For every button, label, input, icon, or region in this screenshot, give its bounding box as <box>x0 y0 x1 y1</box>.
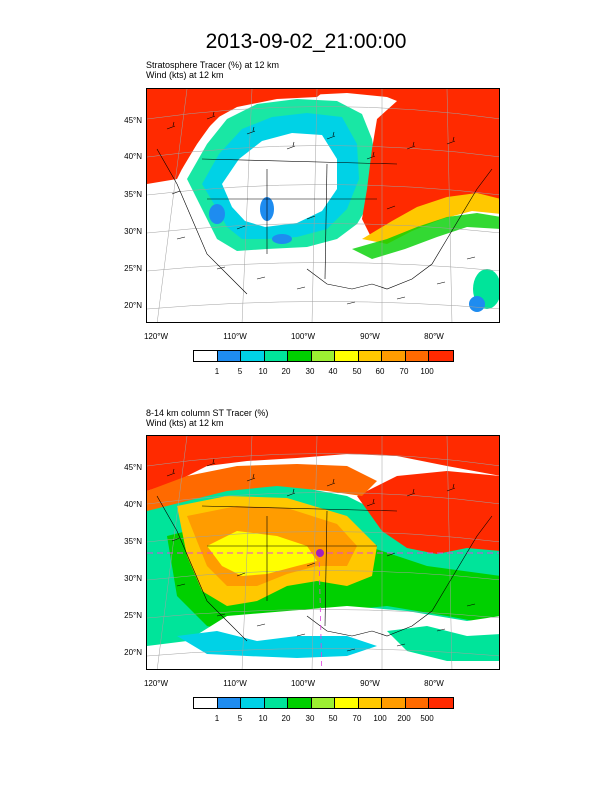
lat-label-45: 45°N <box>124 463 142 472</box>
cbar2-tick: 50 <box>328 714 338 723</box>
lon-label-100: 100°W <box>290 679 316 688</box>
cbar1-tick: 70 <box>399 367 409 376</box>
lat-label-30: 30°N <box>124 574 142 583</box>
lon-label-80: 80°W <box>424 679 444 688</box>
lon-label-120: 120°W <box>143 679 169 688</box>
cbar1-tick: 1 <box>214 367 220 376</box>
cbar1-tick: 100 <box>420 367 434 376</box>
lat-label-35: 35°N <box>124 190 142 199</box>
lon-label-110: 110°W <box>223 679 247 688</box>
panel2-variable-label: 8-14 km column ST Tracer (%) <box>146 408 269 418</box>
cbar2-tick: 1 <box>214 714 220 723</box>
lat-label-35: 35°N <box>124 537 142 546</box>
cbar2-tick: 30 <box>305 714 315 723</box>
panel2-wind-label: Wind (kts) at 12 km <box>146 418 224 428</box>
cbar2-tick: 5 <box>237 714 243 723</box>
lat-label-20: 20°N <box>124 648 142 657</box>
lon-label-120: 120°W <box>143 332 169 341</box>
cbar2-tick: 500 <box>420 714 434 723</box>
cbar2-tick: 20 <box>281 714 291 723</box>
cbar1-tick: 30 <box>305 367 315 376</box>
cbar2-tick: 200 <box>397 714 411 723</box>
column-st-tracer-map <box>146 435 500 670</box>
lon-label-80: 80°W <box>424 332 444 341</box>
cbar1-tick: 10 <box>258 367 268 376</box>
lat-label-20: 20°N <box>124 301 142 310</box>
panel1-wind-label: Wind (kts) at 12 km <box>146 70 224 80</box>
map-title: 2013-09-02_21:00:00 <box>205 30 407 53</box>
panel1-variable-label: Stratosphere Tracer (%) at 12 km <box>146 60 280 70</box>
cbar1-tick: 50 <box>352 367 362 376</box>
stratosphere-tracer-map <box>146 88 500 323</box>
column-st-tracer-field <box>147 436 499 669</box>
cbar1-tick: 5 <box>237 367 243 376</box>
lon-label-90: 90°W <box>360 679 380 688</box>
cbar2-tick: 10 <box>258 714 268 723</box>
lon-label-90: 90°W <box>360 332 380 341</box>
lon-label-110: 110°W <box>223 332 247 341</box>
panel2-colorbar <box>193 697 454 709</box>
lat-label-25: 25°N <box>124 264 142 273</box>
lat-label-40: 40°N <box>124 500 142 509</box>
cbar1-tick: 40 <box>328 367 338 376</box>
cbar1-tick: 60 <box>375 367 385 376</box>
cbar2-tick: 100 <box>373 714 387 723</box>
stratosphere-tracer-field <box>147 89 499 322</box>
lon-label-100: 100°W <box>290 332 316 341</box>
lat-label-30: 30°N <box>124 227 142 236</box>
lat-label-45: 45°N <box>124 116 142 125</box>
lat-label-40: 40°N <box>124 152 142 161</box>
cbar2-tick: 70 <box>352 714 362 723</box>
cbar1-tick: 20 <box>281 367 291 376</box>
lat-label-25: 25°N <box>124 611 142 620</box>
panel1-colorbar <box>193 350 454 362</box>
